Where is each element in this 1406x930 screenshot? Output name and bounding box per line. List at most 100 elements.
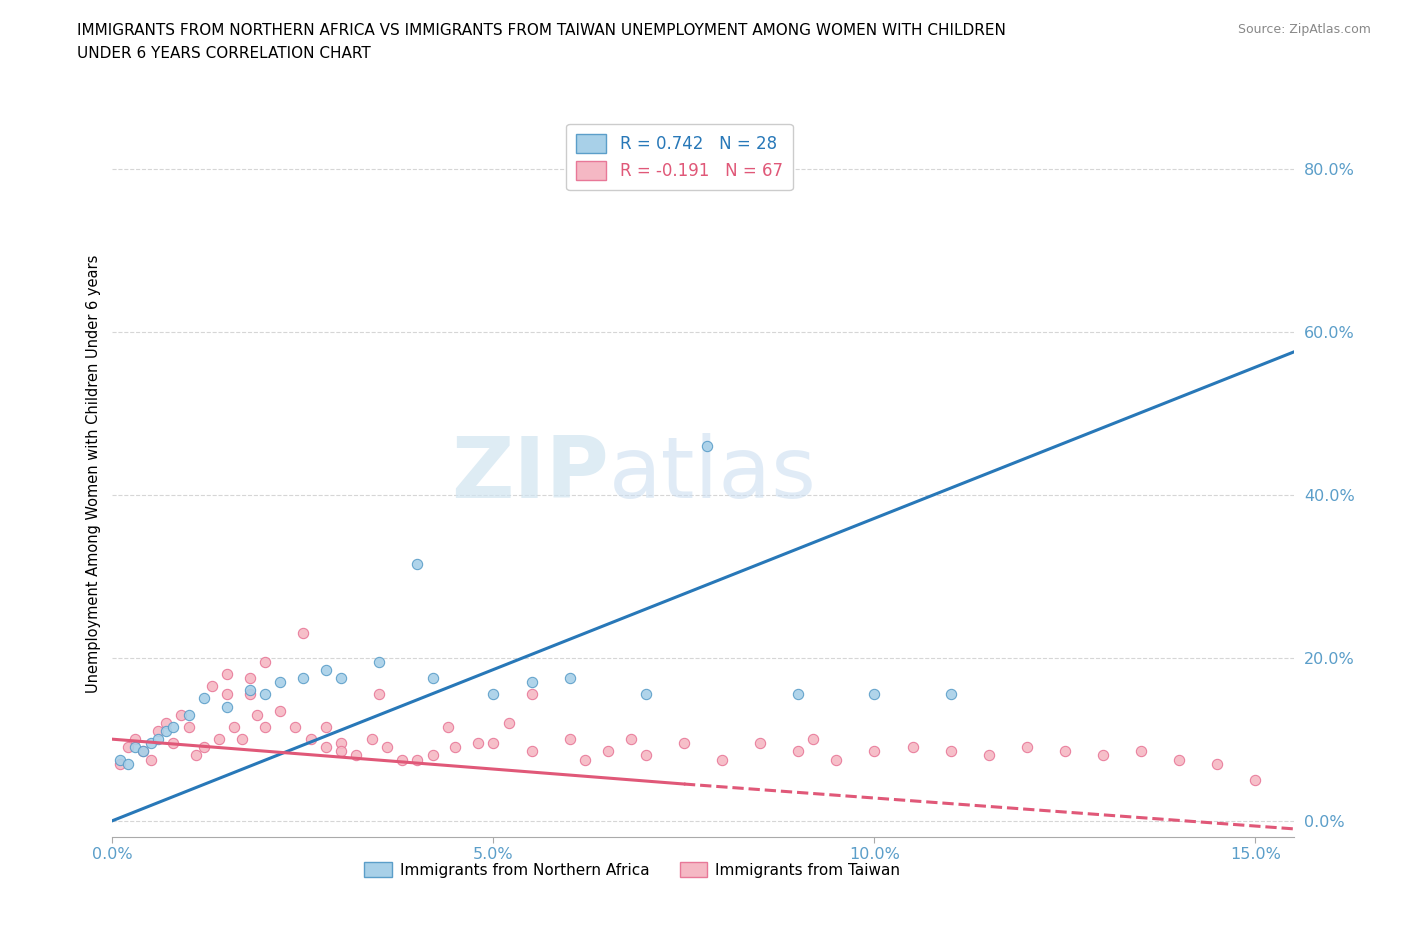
Point xyxy=(315,740,337,755)
Point xyxy=(239,687,262,702)
Point xyxy=(148,732,170,747)
Point xyxy=(269,703,291,718)
Point xyxy=(634,748,657,763)
Point xyxy=(696,438,718,453)
Point xyxy=(634,687,657,702)
Point xyxy=(224,720,246,735)
Point xyxy=(132,744,155,759)
Point xyxy=(803,732,825,747)
Point xyxy=(117,756,139,771)
Point xyxy=(1130,744,1153,759)
Y-axis label: Unemployment Among Women with Children Under 6 years: Unemployment Among Women with Children U… xyxy=(86,255,101,694)
Text: ZIP: ZIP xyxy=(451,432,609,516)
Point xyxy=(368,655,391,670)
Point xyxy=(467,736,489,751)
Point xyxy=(177,708,200,723)
Point xyxy=(787,744,810,759)
Point xyxy=(246,708,269,723)
Point xyxy=(155,715,177,730)
Point xyxy=(749,736,772,751)
Point xyxy=(787,687,810,702)
Point xyxy=(269,674,291,689)
Point xyxy=(901,740,924,755)
Point xyxy=(825,752,848,767)
Point xyxy=(200,679,222,694)
Point xyxy=(672,736,695,751)
Point xyxy=(291,626,314,641)
Point xyxy=(330,736,353,751)
Point xyxy=(330,671,353,685)
Point xyxy=(482,687,505,702)
Point xyxy=(148,724,170,738)
Point xyxy=(520,744,543,759)
Point xyxy=(558,732,581,747)
Point xyxy=(299,732,322,747)
Point xyxy=(391,752,413,767)
Point xyxy=(117,740,139,755)
Point xyxy=(520,674,543,689)
Point xyxy=(330,744,353,759)
Point xyxy=(315,662,337,677)
Point xyxy=(1244,773,1267,788)
Point xyxy=(422,748,444,763)
Point xyxy=(208,732,231,747)
Point xyxy=(162,720,184,735)
Legend: Immigrants from Northern Africa, Immigrants from Taiwan: Immigrants from Northern Africa, Immigra… xyxy=(359,856,905,884)
Point xyxy=(193,740,215,755)
Point xyxy=(186,748,208,763)
Point xyxy=(215,699,238,714)
Text: UNDER 6 YEARS CORRELATION CHART: UNDER 6 YEARS CORRELATION CHART xyxy=(77,46,371,61)
Text: atlas: atlas xyxy=(609,432,817,516)
Point xyxy=(620,732,643,747)
Point xyxy=(215,687,238,702)
Point xyxy=(177,720,200,735)
Point xyxy=(193,691,215,706)
Point xyxy=(368,687,391,702)
Point xyxy=(344,748,367,763)
Point xyxy=(375,740,398,755)
Point xyxy=(406,752,429,767)
Point xyxy=(253,687,276,702)
Point xyxy=(977,748,1000,763)
Point xyxy=(406,556,429,571)
Point xyxy=(360,732,382,747)
Point xyxy=(315,720,337,735)
Point xyxy=(863,744,886,759)
Point xyxy=(124,732,146,747)
Point xyxy=(139,752,162,767)
Point xyxy=(1092,748,1115,763)
Point xyxy=(124,740,146,755)
Point xyxy=(253,655,276,670)
Text: IMMIGRANTS FROM NORTHERN AFRICA VS IMMIGRANTS FROM TAIWAN UNEMPLOYMENT AMONG WOM: IMMIGRANTS FROM NORTHERN AFRICA VS IMMIG… xyxy=(77,23,1007,38)
Point xyxy=(291,671,314,685)
Point xyxy=(1206,756,1229,771)
Point xyxy=(558,671,581,685)
Point xyxy=(422,671,444,685)
Point xyxy=(108,752,131,767)
Point xyxy=(574,752,596,767)
Point xyxy=(139,736,162,751)
Point xyxy=(132,744,155,759)
Point xyxy=(1168,752,1191,767)
Point xyxy=(939,744,962,759)
Point xyxy=(520,687,543,702)
Point xyxy=(215,667,238,682)
Point xyxy=(284,720,307,735)
Point xyxy=(1015,740,1038,755)
Point xyxy=(863,687,886,702)
Point xyxy=(498,715,520,730)
Point xyxy=(596,744,619,759)
Point xyxy=(444,740,467,755)
Point xyxy=(239,671,262,685)
Text: Source: ZipAtlas.com: Source: ZipAtlas.com xyxy=(1237,23,1371,36)
Point xyxy=(253,720,276,735)
Point xyxy=(108,756,131,771)
Point xyxy=(939,687,962,702)
Point xyxy=(162,736,184,751)
Point xyxy=(1053,744,1076,759)
Point xyxy=(482,736,505,751)
Point xyxy=(170,708,193,723)
Point xyxy=(231,732,253,747)
Point xyxy=(436,720,458,735)
Point xyxy=(711,752,734,767)
